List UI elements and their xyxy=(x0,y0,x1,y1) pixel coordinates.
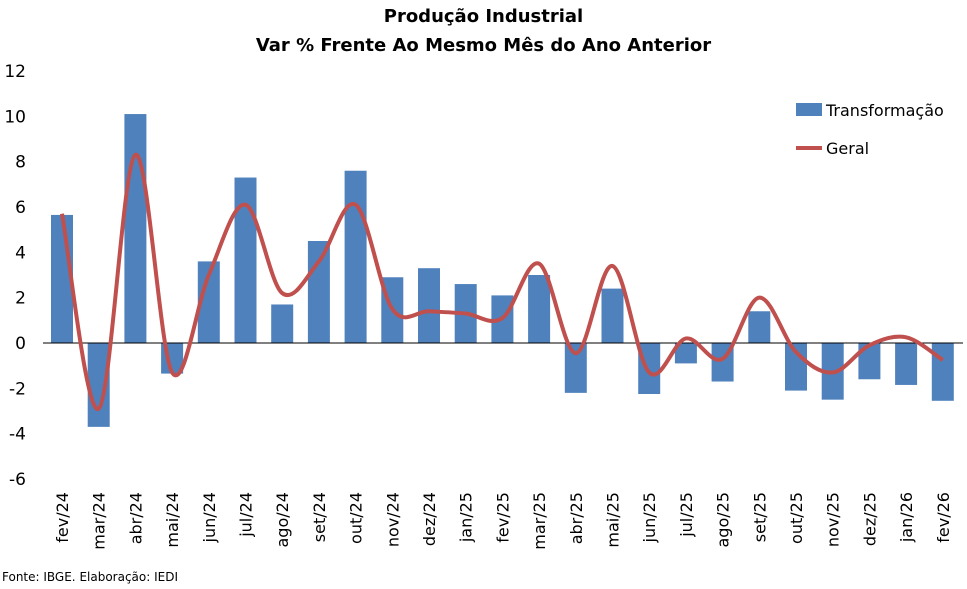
bar-transformacao xyxy=(931,343,954,401)
bar-transformacao xyxy=(234,177,257,343)
bar-transformacao xyxy=(124,114,147,343)
x-tick-label: out/24 xyxy=(347,492,366,544)
x-tick-label: mai/25 xyxy=(604,492,623,548)
bar-transformacao xyxy=(197,261,220,343)
bar-transformacao xyxy=(418,268,440,343)
x-tick-label: set/25 xyxy=(750,492,769,542)
x-tick-label: set/24 xyxy=(310,492,329,542)
bar-transformacao xyxy=(601,288,624,343)
y-tick-label: 4 xyxy=(15,243,26,263)
chart-subtitle: Var % Frente Ao Mesmo Mês do Ano Anterio… xyxy=(255,35,712,56)
x-tick-label: jun/25 xyxy=(640,492,659,543)
y-tick-label: -4 xyxy=(9,425,26,445)
x-tick-label: jun/24 xyxy=(200,492,219,543)
y-tick-label: -2 xyxy=(9,379,26,399)
y-tick-label: 6 xyxy=(15,198,26,218)
bar-transformacao xyxy=(674,343,697,364)
x-tick-label: jan/26 xyxy=(897,492,916,543)
x-tick-label: fev/24 xyxy=(53,492,72,543)
y-tick-label: 10 xyxy=(4,107,26,127)
x-tick-label: ago/25 xyxy=(714,492,733,548)
x-tick-label: dez/25 xyxy=(860,492,879,546)
bar-transformacao xyxy=(528,275,551,343)
legend-bar-swatch xyxy=(796,103,822,116)
x-tick-label: fev/26 xyxy=(934,492,953,543)
x-tick-label: mar/25 xyxy=(530,492,549,550)
y-tick-label: -6 xyxy=(9,470,26,490)
bar-transformacao xyxy=(638,343,661,394)
y-tick-label: 8 xyxy=(15,153,26,173)
x-tick-label: jan/25 xyxy=(457,492,476,543)
y-tick-label: 2 xyxy=(15,289,26,309)
x-tick-label: jul/24 xyxy=(237,492,256,538)
x-tick-label: nov/24 xyxy=(383,492,402,547)
x-tick-label: out/25 xyxy=(787,492,806,544)
x-tick-label: ago/24 xyxy=(273,492,292,548)
source-note: Fonte: IBGE. Elaboração: IEDI xyxy=(2,570,179,584)
x-tick-label: abr/25 xyxy=(567,492,586,544)
legend-label-transformacao: Transformação xyxy=(825,101,944,120)
x-tick-label: mar/24 xyxy=(90,492,109,550)
y-tick-label: 0 xyxy=(15,334,26,354)
bar-transformacao xyxy=(344,170,367,343)
chart-title: Produção Industrial xyxy=(383,6,584,27)
bar-transformacao xyxy=(858,343,881,380)
x-tick-label: jul/25 xyxy=(677,492,696,538)
bar-transformacao xyxy=(564,343,587,393)
y-tick-label: 12 xyxy=(4,62,26,82)
x-tick-label: abr/24 xyxy=(126,492,145,544)
bar-transformacao xyxy=(271,304,294,343)
x-tick-label: nov/25 xyxy=(824,492,843,547)
bar-transformacao xyxy=(307,241,330,343)
bar-transformacao xyxy=(748,311,771,343)
legend-label-geral: Geral xyxy=(826,139,869,158)
x-tick-label: fev/25 xyxy=(493,492,512,543)
line-geral xyxy=(60,152,944,411)
bar-transformacao xyxy=(895,343,918,385)
x-tick-label: dez/24 xyxy=(420,492,439,546)
x-tick-label: mai/24 xyxy=(163,492,182,548)
